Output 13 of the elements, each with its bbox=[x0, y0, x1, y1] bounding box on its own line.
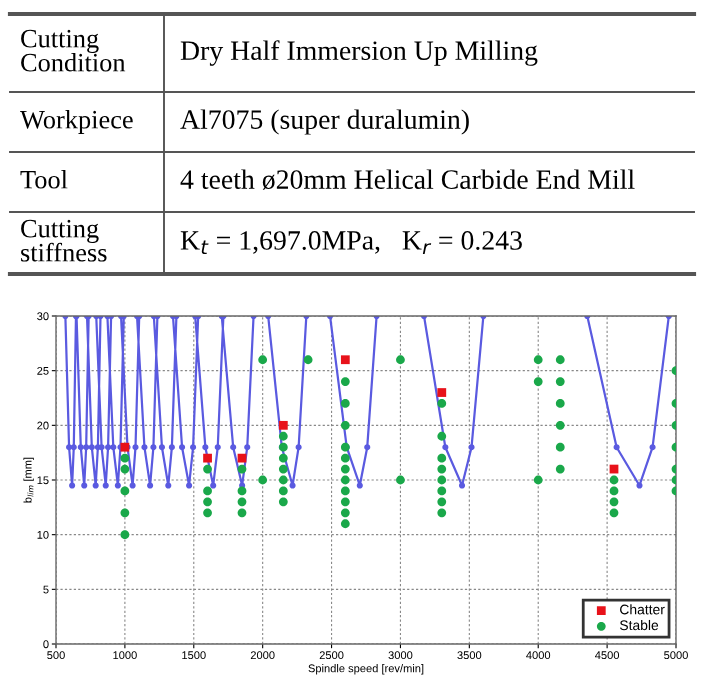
point bbox=[437, 388, 447, 397]
point bbox=[203, 453, 212, 463]
point bbox=[278, 420, 288, 430]
text: K$_{t}$ = 1,697.0MPa, K$_{r}$ = 0.243 bbox=[180, 231, 522, 255]
text: 4 teeth ø20mm Helical Carbide End Mill bbox=[180, 169, 635, 190]
point bbox=[340, 355, 350, 365]
point bbox=[237, 453, 247, 463]
text: Cutting stiffness bbox=[21, 219, 107, 262]
text: Al7075 (super duralumin) bbox=[180, 109, 469, 135]
text: Dry Half Immersion Up Milling bbox=[180, 40, 538, 66]
text: Cutting Condition bbox=[21, 29, 126, 72]
text: Tool bbox=[20, 170, 68, 189]
text: Workpiece bbox=[20, 110, 133, 134]
